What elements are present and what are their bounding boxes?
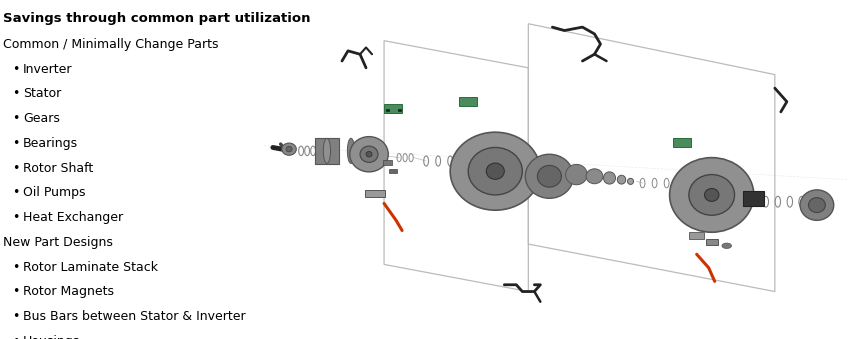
- Text: Rotor Magnets: Rotor Magnets: [23, 285, 114, 298]
- Text: •: •: [12, 112, 20, 125]
- Ellipse shape: [566, 164, 587, 185]
- Text: New Part Designs: New Part Designs: [3, 236, 113, 249]
- Bar: [689, 232, 704, 239]
- Ellipse shape: [324, 138, 330, 163]
- Text: •: •: [12, 211, 20, 224]
- Ellipse shape: [366, 152, 372, 157]
- Ellipse shape: [627, 178, 633, 184]
- Ellipse shape: [689, 175, 734, 215]
- Ellipse shape: [360, 146, 378, 162]
- Ellipse shape: [349, 137, 388, 172]
- Ellipse shape: [450, 132, 541, 210]
- Ellipse shape: [800, 190, 834, 220]
- Text: Savings through common part utilization: Savings through common part utilization: [3, 12, 311, 25]
- Text: Bus Bars between Stator & Inverter: Bus Bars between Stator & Inverter: [23, 310, 246, 323]
- Text: •: •: [12, 87, 20, 100]
- Bar: [382, 160, 392, 165]
- Text: •: •: [12, 310, 20, 323]
- Text: Common / Minimally Change Parts: Common / Minimally Change Parts: [3, 38, 219, 51]
- Ellipse shape: [286, 146, 292, 152]
- Bar: [706, 239, 718, 245]
- Ellipse shape: [348, 138, 355, 163]
- Text: Stator: Stator: [23, 87, 61, 100]
- Bar: [398, 109, 400, 111]
- Text: Oil Pumps: Oil Pumps: [23, 186, 86, 199]
- Bar: [315, 138, 339, 164]
- Text: •: •: [12, 261, 20, 274]
- Bar: [365, 190, 385, 197]
- Bar: [459, 98, 477, 106]
- Bar: [384, 104, 402, 113]
- Ellipse shape: [282, 143, 297, 155]
- Ellipse shape: [537, 165, 561, 187]
- Text: •: •: [12, 186, 20, 199]
- Text: Bearings: Bearings: [23, 137, 78, 150]
- Ellipse shape: [468, 147, 522, 195]
- Bar: [389, 169, 397, 173]
- Ellipse shape: [586, 169, 603, 184]
- Text: Gears: Gears: [23, 112, 60, 125]
- Text: Heat Exchanger: Heat Exchanger: [23, 211, 123, 224]
- Ellipse shape: [618, 175, 625, 184]
- Text: •: •: [12, 285, 20, 298]
- Text: Rotor Laminate Stack: Rotor Laminate Stack: [23, 261, 158, 274]
- Bar: [386, 109, 388, 111]
- Text: •: •: [12, 335, 20, 339]
- Text: •: •: [12, 137, 20, 150]
- Ellipse shape: [704, 188, 719, 201]
- Bar: [743, 191, 765, 206]
- Ellipse shape: [670, 158, 753, 232]
- Ellipse shape: [525, 154, 573, 198]
- Text: •: •: [12, 63, 20, 76]
- Text: •: •: [12, 162, 20, 175]
- Text: Housings: Housings: [23, 335, 80, 339]
- Ellipse shape: [604, 172, 616, 184]
- Ellipse shape: [486, 163, 504, 179]
- Text: Inverter: Inverter: [23, 63, 73, 76]
- Text: Rotor Shaft: Rotor Shaft: [23, 162, 93, 175]
- Bar: [673, 138, 690, 146]
- Ellipse shape: [809, 198, 825, 213]
- Ellipse shape: [722, 243, 732, 248]
